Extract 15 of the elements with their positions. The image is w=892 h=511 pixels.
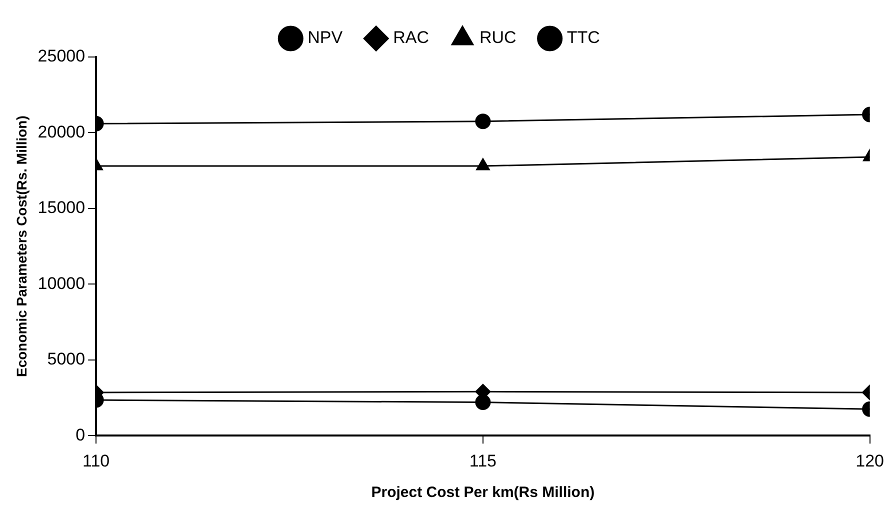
x-axis-title: Project Cost Per km(Rs Million) — [371, 484, 595, 502]
y-tick-label: 15000 — [38, 198, 86, 218]
legend-label: NPV — [308, 28, 344, 48]
legend-label: TTC — [566, 28, 600, 48]
x-tick-label: 115 — [469, 451, 496, 470]
legend-label: RAC — [393, 28, 429, 48]
y-tick-label: 5000 — [47, 350, 86, 369]
x-tick-label: 120 — [856, 451, 884, 470]
y-tick-label: 0 — [76, 425, 86, 444]
y-tick-label: 10000 — [38, 274, 86, 293]
y-tick-label: 20000 — [38, 122, 86, 142]
y-axis-title: Economic Parameters Cost(Rs. Million) — [13, 116, 30, 378]
legend-label: RUC — [479, 28, 516, 48]
x-tick-label: 110 — [82, 451, 110, 470]
y-tick-label: 25000 — [38, 46, 86, 66]
